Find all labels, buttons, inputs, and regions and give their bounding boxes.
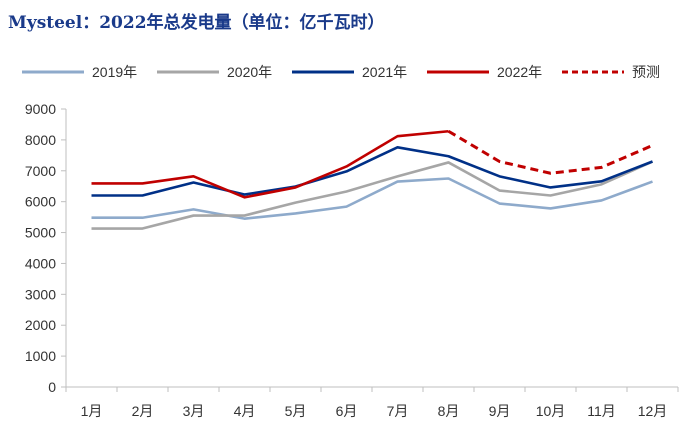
y-tick-label: 4000 [25, 255, 56, 271]
y-tick-label: 9000 [25, 101, 56, 117]
x-tick-label: 9月 [489, 403, 511, 419]
y-tick-label: 0 [48, 379, 56, 395]
y-tick-label: 8000 [25, 132, 56, 148]
legend-label: 2020年 [227, 64, 272, 80]
x-tick-label: 8月 [438, 403, 460, 419]
x-tick-label: 5月 [285, 403, 307, 419]
x-tick-label: 7月 [387, 403, 409, 419]
y-tick-label: 3000 [25, 286, 56, 302]
x-tick-label: 3月 [183, 403, 205, 419]
chart-title: Mysteel：2022年总发电量（单位：亿千瓦时） [8, 13, 385, 33]
x-tick-label: 6月 [336, 403, 358, 419]
legend-label: 2022年 [497, 64, 542, 80]
x-tick-label: 1月 [81, 403, 103, 419]
y-tick-label: 2000 [25, 317, 56, 333]
y-tick-label: 1000 [25, 348, 56, 364]
series-line-2019年 [91, 177, 653, 220]
y-tick-label: 5000 [25, 225, 56, 241]
y-tick-label: 6000 [25, 194, 56, 210]
x-tick-label: 11月 [587, 403, 616, 419]
x-tick-label: 12月 [638, 403, 668, 419]
legend-label: 预测 [632, 64, 660, 80]
legend-label: 2019年 [92, 64, 137, 80]
legend-label: 2021年 [362, 64, 407, 80]
series-line-预测 [447, 129, 654, 175]
x-tick-label: 10月 [536, 403, 566, 419]
y-tick-label: 7000 [25, 163, 56, 179]
series-line-2021年 [91, 146, 653, 197]
series-line-2022年 [91, 129, 449, 199]
series-line-2020年 [91, 160, 654, 230]
x-tick-label: 4月 [234, 403, 256, 419]
x-tick-label: 2月 [132, 403, 154, 419]
